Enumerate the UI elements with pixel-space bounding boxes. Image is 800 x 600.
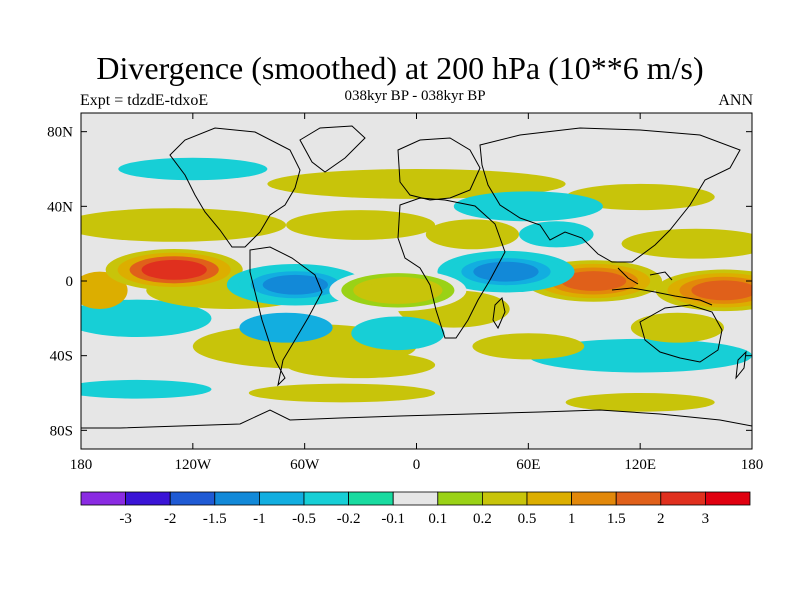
field-anomaly — [81, 208, 286, 242]
colorbar-label: 0.1 — [428, 511, 447, 527]
lon-tick-label: 180 — [741, 457, 764, 473]
colorbar-label: -1 — [253, 511, 266, 527]
colorbar-label: -0.1 — [381, 511, 405, 527]
lat-tick-label: 80N — [47, 125, 73, 141]
coast-africa — [397, 197, 506, 339]
field-anomaly — [630, 312, 725, 343]
colorbar-box — [392, 491, 439, 506]
experiment-label: Expt = tdzdE-tdxoE — [80, 92, 209, 109]
field-anomaly — [528, 338, 752, 373]
field-anomaly — [118, 157, 268, 181]
coastlines — [81, 125, 752, 429]
field-feature — [262, 274, 328, 295]
lon-tick-label: 120W — [174, 457, 212, 473]
colorbar-label: -1.5 — [203, 511, 227, 527]
lat-tick-label: 80S — [50, 423, 73, 439]
colorbar-box — [303, 491, 349, 506]
latitude-axis: 80N 40N 0 40S 80S — [47, 125, 752, 439]
field-anomaly — [81, 271, 128, 309]
field-anomaly — [286, 210, 436, 240]
colorbar-box — [705, 491, 751, 506]
colorbar-box — [481, 491, 528, 506]
colorbar-box — [437, 491, 483, 506]
lat-tick-label: 40S — [50, 349, 73, 365]
colorbar-label: 1.5 — [607, 511, 626, 527]
map-title: Divergence (smoothed) at 200 hPa (10**6 … — [96, 50, 704, 86]
colorbar-label: 0.5 — [518, 511, 537, 527]
colorbar-box — [169, 491, 216, 506]
lat-tick-label: 40N — [47, 199, 73, 215]
field-anomaly — [81, 379, 212, 399]
field-anomaly — [239, 312, 333, 343]
lon-tick-label: 0 — [413, 457, 421, 473]
colorbar-label: 0.2 — [473, 511, 492, 527]
field-feature — [560, 271, 627, 291]
coast-new-zealand — [735, 350, 747, 380]
field-anomaly — [81, 299, 212, 337]
colorbar-box — [615, 491, 662, 506]
lon-tick-label: 120E — [624, 457, 656, 473]
coast-madagascar — [492, 296, 506, 330]
coast-indonesia — [611, 267, 713, 306]
colorbar-label: 3 — [702, 511, 710, 527]
colorbar-label: -3 — [119, 511, 132, 527]
colorbar-box — [571, 491, 617, 506]
coast-greenland — [299, 125, 366, 173]
coast-antarctica — [81, 409, 752, 429]
lon-tick-label: 60E — [516, 457, 540, 473]
colorbar-label: -2 — [164, 511, 177, 527]
field-anomaly — [621, 228, 752, 259]
colorbar-box — [526, 491, 572, 506]
colorbar-label: 1 — [568, 511, 576, 527]
field-anomaly — [565, 393, 715, 412]
field-anomaly — [425, 219, 520, 250]
colorbar: -3 -2 -1.5 -1 -0.5 -0.2 -0.1 0.1 0.2 0.5 1 1.5 2 3 — [80, 491, 751, 527]
colorbar-box — [348, 491, 394, 506]
period-label: 038kyr BP - 038kyr BP — [344, 88, 486, 104]
lon-tick-label: 60W — [290, 457, 320, 473]
field-anomaly — [565, 183, 715, 211]
field-anomaly — [351, 316, 445, 351]
field-feature — [141, 259, 207, 280]
coast-asia — [479, 127, 741, 263]
field-anomaly — [286, 351, 436, 379]
field-feature — [691, 280, 752, 301]
field-anomaly — [267, 169, 566, 199]
colorbar-box — [125, 491, 171, 506]
colorbar-box — [214, 491, 260, 506]
longitude-axis: 180 120W 60W 0 60E 120E 180 — [70, 113, 764, 473]
field-anomaly — [248, 383, 436, 403]
lat-tick-label: 0 — [66, 274, 74, 290]
divergence-field — [81, 157, 752, 412]
lon-tick-label: 180 — [70, 457, 93, 473]
map-area — [81, 113, 752, 449]
colorbar-label: 2 — [657, 511, 665, 527]
colorbar-box — [258, 491, 305, 506]
field-anomaly — [472, 333, 585, 360]
field-feature — [365, 280, 431, 301]
field-anomaly — [519, 221, 594, 248]
coast-north-america — [169, 127, 301, 248]
coast-south-america — [249, 246, 323, 387]
colorbar-box — [80, 491, 126, 506]
colorbar-label: -0.2 — [337, 511, 361, 527]
coast-australia — [639, 304, 723, 363]
season-label: ANN — [718, 92, 753, 109]
colorbar-label: -0.5 — [292, 511, 316, 527]
colorbar-box — [660, 491, 706, 506]
field-anomaly — [453, 191, 603, 222]
field-feature — [473, 261, 539, 282]
coast-europe — [397, 137, 481, 201]
